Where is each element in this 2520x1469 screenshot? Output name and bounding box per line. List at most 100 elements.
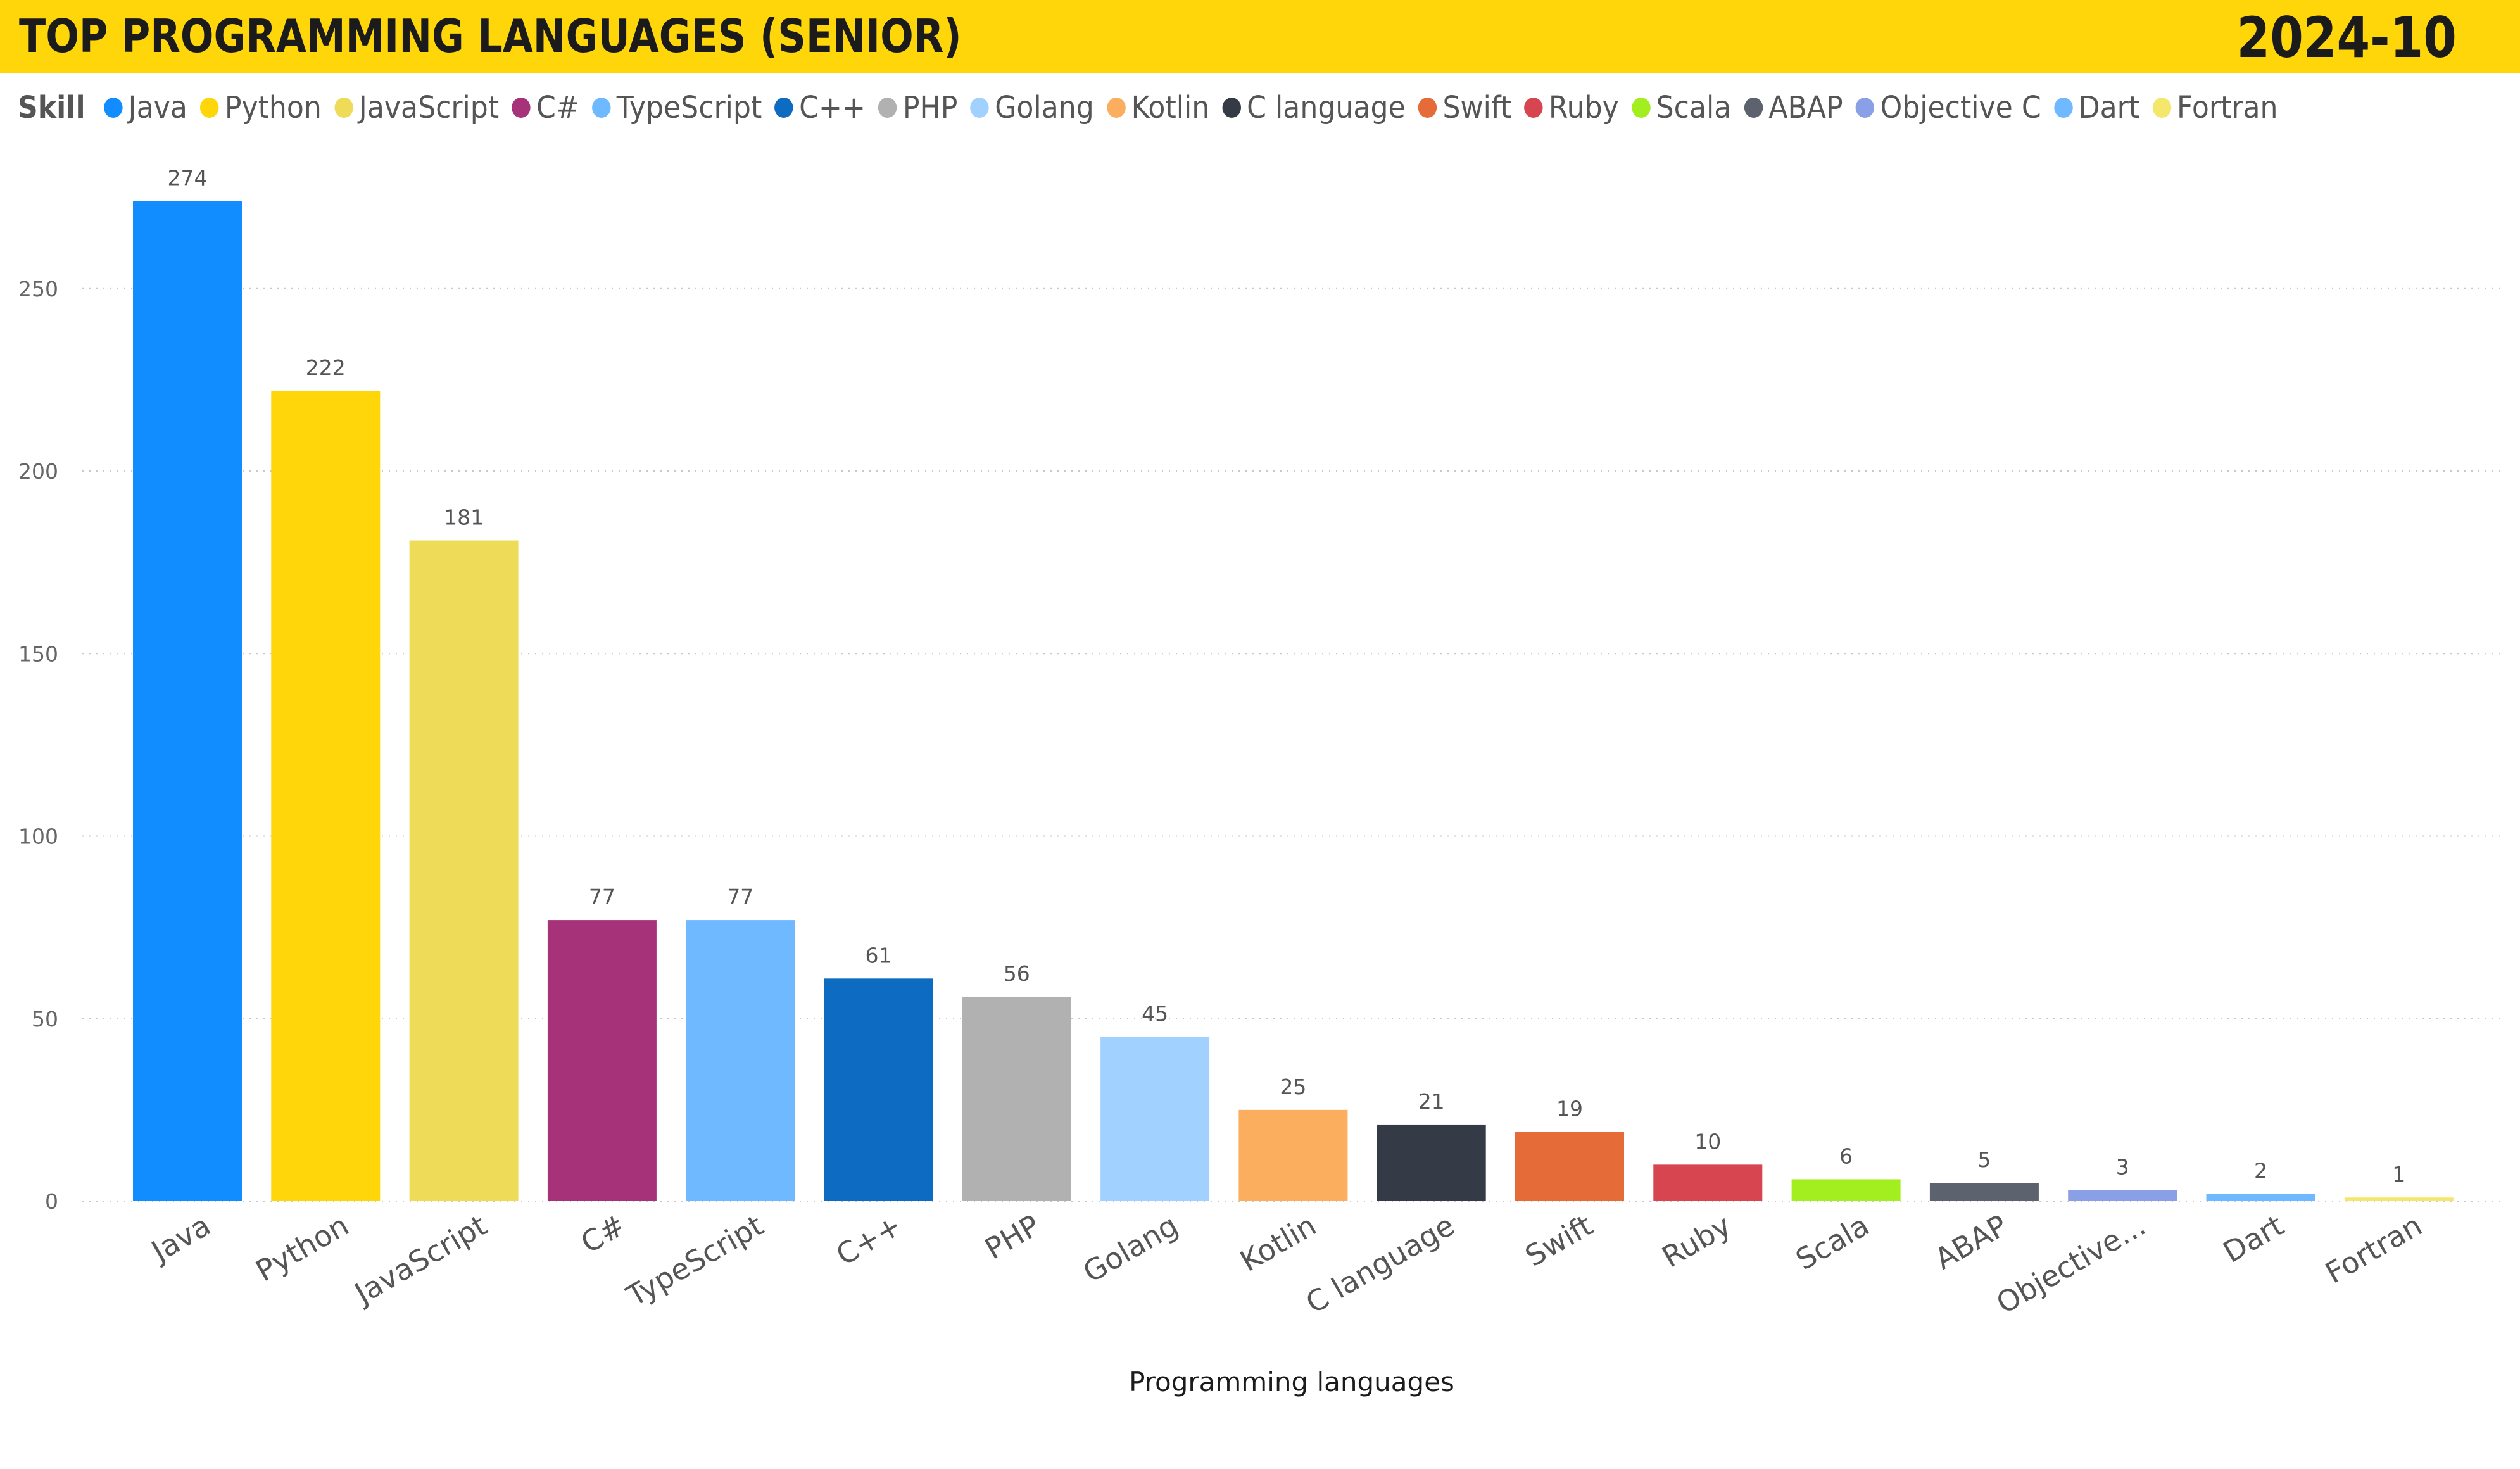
- data-label: 10: [1694, 1129, 1721, 1154]
- y-tick-label: 200: [18, 459, 58, 484]
- category-label: Objective...: [1991, 1208, 2151, 1321]
- data-label: 222: [306, 355, 346, 380]
- legend-item[interactable]: Ruby: [1524, 90, 1619, 125]
- chart-title: TOP PROGRAMMING LANGUAGES (SENIOR): [19, 9, 962, 63]
- legend-item[interactable]: TypeScript: [592, 90, 762, 125]
- legend-label: Dart: [2078, 90, 2140, 125]
- data-label: 1: [2392, 1162, 2405, 1187]
- category-label: JavaScript: [348, 1208, 493, 1312]
- legend-marker: [2053, 98, 2073, 118]
- bar: [824, 978, 933, 1201]
- legend-item[interactable]: C++: [774, 90, 866, 125]
- legend-item[interactable]: C language: [1222, 90, 1406, 125]
- legend-item[interactable]: JavaScript: [334, 90, 499, 125]
- category-label: C++: [830, 1208, 907, 1272]
- category-label: Dart: [2217, 1208, 2290, 1270]
- category-label: C#: [575, 1208, 631, 1260]
- legend-label: Objective C: [1880, 90, 2041, 125]
- legend-marker: [104, 98, 123, 118]
- legend-marker: [1744, 98, 1763, 118]
- legend-label: C++: [799, 90, 866, 125]
- data-label: 6: [1839, 1144, 1853, 1168]
- data-label: 77: [727, 885, 753, 909]
- bar: [1653, 1164, 1763, 1201]
- legend-label: Python: [224, 90, 322, 125]
- legend-marker: [878, 98, 897, 118]
- period-label: 2024-10: [2236, 5, 2457, 70]
- legend-item[interactable]: Kotlin: [1107, 90, 1209, 125]
- legend-label: ABAP: [1768, 90, 1843, 125]
- data-label: 21: [1418, 1089, 1445, 1114]
- category-label: ABAP: [1929, 1208, 2013, 1277]
- legend-label: C#: [536, 90, 579, 125]
- legend-label: Kotlin: [1131, 90, 1210, 125]
- legend-item[interactable]: C#: [512, 90, 579, 125]
- legend: Skill Java Python JavaScript C# TypeScript C+…: [18, 85, 2291, 130]
- category-label: Scala: [1790, 1208, 1875, 1277]
- category-label: Python: [250, 1208, 355, 1288]
- data-label: 5: [1977, 1147, 1991, 1172]
- legend-label: Java: [128, 90, 187, 125]
- category-label: Kotlin: [1234, 1208, 1322, 1278]
- data-label: 2: [2254, 1158, 2267, 1183]
- legend-marker: [1855, 98, 1875, 118]
- data-label: 274: [168, 165, 208, 190]
- legend-marker: [1418, 98, 1437, 118]
- x-axis-title: Programming languages: [1129, 1366, 1454, 1397]
- y-tick-label: 100: [18, 824, 58, 849]
- bar: [133, 201, 242, 1201]
- legend-marker: [512, 98, 531, 118]
- legend-label: TypeScript: [616, 90, 762, 125]
- legend-marker: [2152, 98, 2171, 118]
- legend-title: Skill: [18, 90, 85, 125]
- legend-item[interactable]: Golang: [970, 90, 1094, 125]
- data-label: 19: [1556, 1096, 1583, 1121]
- data-label: 25: [1280, 1075, 1306, 1099]
- legend-label: Fortran: [2177, 90, 2278, 125]
- legend-label: PHP: [902, 90, 958, 125]
- category-label: TypeScript: [621, 1208, 769, 1314]
- legend-item[interactable]: Java: [104, 90, 187, 125]
- legend-marker: [200, 98, 219, 118]
- y-tick-label: 150: [18, 641, 58, 666]
- bar: [547, 920, 657, 1201]
- bar: [1791, 1179, 1901, 1201]
- category-label: Golang: [1077, 1208, 1183, 1289]
- title-bar: TOP PROGRAMMING LANGUAGES (SENIOR) 2024-…: [0, 0, 2520, 73]
- category-label: PHP: [979, 1208, 1045, 1266]
- legend-label: Scala: [1656, 90, 1732, 125]
- bar: [1929, 1183, 2039, 1201]
- bar: [962, 997, 1071, 1201]
- legend-label: Golang: [995, 90, 1094, 125]
- legend-item[interactable]: PHP: [878, 90, 957, 125]
- legend-marker: [774, 98, 793, 118]
- y-tick-label: 250: [18, 277, 58, 301]
- legend-item[interactable]: Objective C: [1855, 90, 2041, 125]
- legend-item[interactable]: Fortran: [2152, 90, 2278, 125]
- category-label: Fortran: [2319, 1208, 2428, 1290]
- legend-item[interactable]: Dart: [2053, 90, 2140, 125]
- bar: [1100, 1037, 1210, 1201]
- bar: [1515, 1132, 1624, 1201]
- y-tick-label: 50: [32, 1007, 58, 1031]
- legend-marker: [1107, 98, 1126, 118]
- legend-label: Ruby: [1548, 90, 1619, 125]
- category-label: Swift: [1520, 1208, 1599, 1273]
- legend-item[interactable]: Scala: [1632, 90, 1731, 125]
- bar: [1377, 1124, 1486, 1201]
- bar: [1238, 1109, 1348, 1201]
- legend-item[interactable]: Python: [200, 90, 322, 125]
- category-label: C language: [1300, 1208, 1460, 1320]
- legend-marker: [1632, 98, 1651, 118]
- legend-marker: [592, 98, 611, 118]
- category-label: Java: [144, 1208, 217, 1270]
- bar: [2068, 1190, 2177, 1201]
- legend-label: Swift: [1442, 90, 1512, 125]
- bar: [409, 540, 519, 1202]
- legend-item[interactable]: ABAP: [1744, 90, 1843, 125]
- data-label: 45: [1142, 1002, 1168, 1026]
- data-label: 77: [589, 885, 615, 909]
- legend-item[interactable]: Swift: [1418, 90, 1511, 125]
- legend-marker: [1524, 98, 1543, 118]
